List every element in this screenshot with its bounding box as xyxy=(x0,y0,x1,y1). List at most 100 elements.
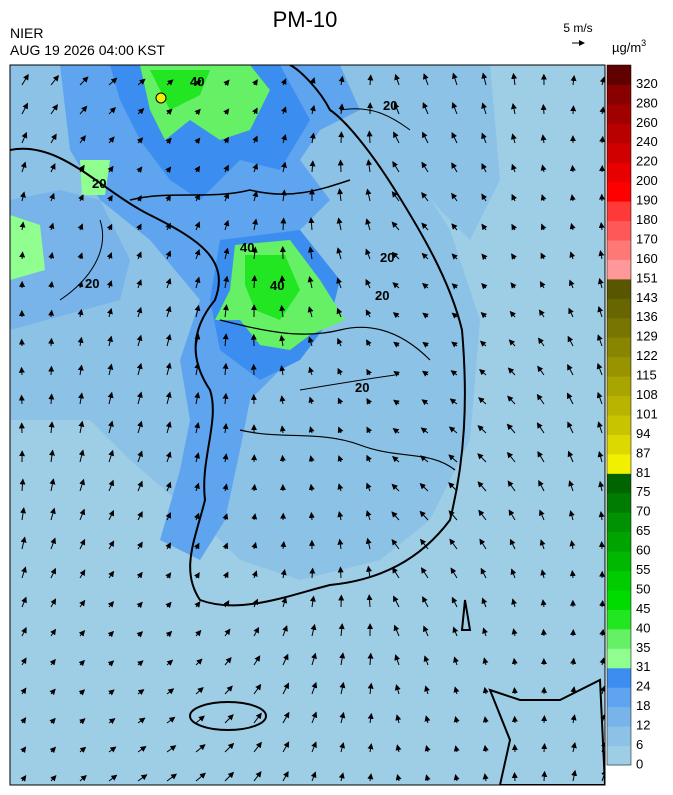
wind-arrow xyxy=(309,132,316,144)
wind-arrow xyxy=(165,481,172,492)
contour-line xyxy=(299,374,396,391)
wind-arrow xyxy=(308,396,315,405)
wind-arrow xyxy=(481,223,488,231)
wind-arrow xyxy=(337,188,344,202)
colorbar-label: 6 xyxy=(636,737,643,752)
wind-arrow xyxy=(540,164,547,173)
wind-arrow xyxy=(419,510,429,521)
contour-label: 20 xyxy=(375,288,389,303)
wind-arrow xyxy=(165,222,171,231)
wind-arrow xyxy=(366,482,372,492)
wind-arrow xyxy=(453,686,460,695)
wind-arrow xyxy=(448,510,458,521)
wind-arrow xyxy=(308,511,315,521)
wind-arrow xyxy=(253,771,262,782)
wind-arrow xyxy=(540,628,547,637)
colorbar-label: 108 xyxy=(636,387,658,402)
wind-arrow xyxy=(419,483,429,492)
colorbar-segment xyxy=(607,473,631,494)
wind-arrow xyxy=(107,660,115,667)
wind-arrow xyxy=(307,246,314,260)
wind-arrow xyxy=(366,159,373,173)
wind-arrow xyxy=(481,597,488,608)
wind-arrow xyxy=(395,744,402,753)
wind-arrow xyxy=(598,480,605,492)
wind-arrow xyxy=(599,628,605,637)
wind-arrow xyxy=(540,134,547,144)
wind-arrow xyxy=(598,249,605,260)
wind-arrow xyxy=(137,689,145,696)
wind-arrow xyxy=(193,542,200,550)
colorbar-label: 220 xyxy=(636,154,658,169)
wind-arrow xyxy=(48,365,55,376)
colorbar-label: 81 xyxy=(636,465,650,480)
wind-arrow xyxy=(392,567,400,579)
colorbar-label: 87 xyxy=(636,445,650,460)
wind-arrow xyxy=(391,221,400,231)
island xyxy=(460,599,472,631)
colorbar-label: 260 xyxy=(636,115,658,130)
wind-arrow xyxy=(453,656,459,666)
wind-arrow xyxy=(537,337,545,347)
wind-arrow xyxy=(108,689,115,696)
wind-arrow xyxy=(251,246,258,260)
wind-arrow xyxy=(481,132,487,144)
wind-arrow xyxy=(166,745,177,753)
wind-arrow xyxy=(224,628,231,637)
wind-arrow xyxy=(392,427,400,435)
colorbar-label: 75 xyxy=(636,484,650,499)
wind-arrow xyxy=(479,368,487,376)
colorbar-label: 320 xyxy=(636,76,658,91)
wind-arrow xyxy=(50,775,57,782)
wind-arrow xyxy=(477,425,487,434)
wind-arrow xyxy=(339,742,346,753)
wind-arrow xyxy=(394,654,401,666)
wind-arrow xyxy=(137,420,143,434)
wind-arrow xyxy=(194,193,200,202)
wind-arrow xyxy=(482,627,488,637)
wind-arrow xyxy=(223,247,230,260)
wind-arrow xyxy=(507,395,516,405)
unit: µg/m3 xyxy=(612,38,646,55)
wind-arrow xyxy=(78,689,86,696)
colorbar-label: 200 xyxy=(636,173,658,188)
wind-arrow xyxy=(481,253,488,261)
wind-arrow xyxy=(79,538,86,550)
wind-arrow xyxy=(165,391,172,405)
wind-arrow xyxy=(365,188,372,202)
wind-arrow xyxy=(424,774,431,782)
wind-arrow xyxy=(222,333,229,347)
wind-arrow xyxy=(222,423,229,434)
wind-arrow xyxy=(509,538,516,550)
wind-arrow xyxy=(511,163,517,173)
wind-arrow xyxy=(78,630,86,637)
wind-arrow xyxy=(78,449,85,463)
wind-arrow xyxy=(393,370,400,377)
wind-arrow xyxy=(281,596,288,608)
wind-arrow xyxy=(478,509,487,521)
wind-arrow xyxy=(511,687,518,695)
wind-arrow xyxy=(19,221,26,231)
wind-arrow xyxy=(366,397,373,405)
wind-arrow xyxy=(165,166,172,173)
wind-arrow xyxy=(311,741,317,753)
wind-arrow xyxy=(451,283,459,290)
wind-arrow xyxy=(194,221,201,231)
wind-arrow xyxy=(598,221,605,231)
colorbar-label: 45 xyxy=(636,601,650,616)
wind-arrow xyxy=(222,453,229,463)
wind-arrow xyxy=(223,219,230,231)
wind-arrow xyxy=(136,223,142,231)
colorbar-segment xyxy=(607,181,631,202)
wind-arrow xyxy=(136,279,142,289)
wind-arrow xyxy=(453,773,460,782)
wind-arrow xyxy=(136,391,143,405)
colorbar-label: 190 xyxy=(636,193,658,208)
wind-arrow xyxy=(108,746,117,753)
wind-arrow xyxy=(165,451,172,463)
wind-arrow xyxy=(79,774,87,782)
wind-arrow xyxy=(165,630,173,638)
colorbar-label: 0 xyxy=(636,756,643,771)
colorbar-label: 60 xyxy=(636,543,650,558)
colorbar-segment xyxy=(607,123,631,144)
